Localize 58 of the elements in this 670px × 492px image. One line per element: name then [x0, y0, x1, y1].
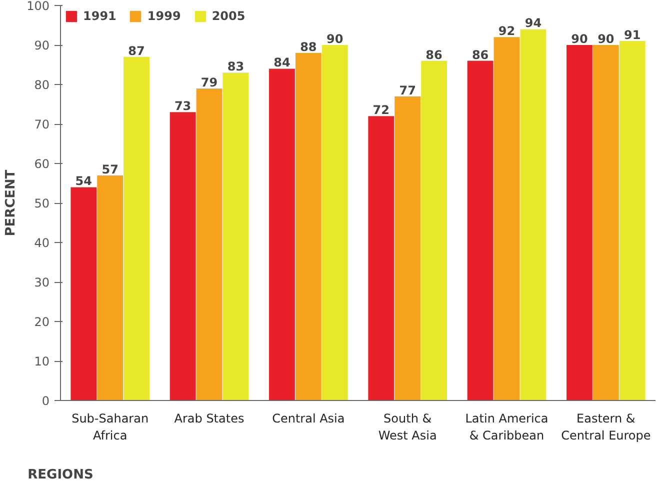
data-label: 87: [128, 44, 145, 58]
y-tick-label: 0: [42, 394, 50, 408]
bar: [97, 175, 124, 400]
bar: [124, 56, 150, 400]
y-tick-label: 80: [34, 78, 50, 92]
y-tick-label: 20: [34, 315, 50, 329]
data-label: 83: [227, 60, 244, 74]
x-axis-title: REGIONS: [28, 467, 94, 482]
x-tick-label: Eastern & Central Europe: [561, 412, 651, 442]
y-tick-label: 50: [34, 196, 50, 210]
y-tick-label: 70: [34, 118, 50, 132]
legend-label: 1991: [83, 9, 116, 23]
y-tick-label: 90: [34, 38, 50, 52]
bar: [70, 187, 97, 400]
data-label: 90: [571, 32, 588, 46]
bar: [269, 68, 295, 400]
bar: [394, 96, 421, 400]
bar: [368, 116, 394, 400]
y-axis-title: PERCENT: [4, 170, 19, 236]
bar: [494, 37, 520, 400]
x-tick-label: Sub-Saharan Africa: [72, 412, 149, 442]
data-label: 92: [498, 24, 516, 38]
bar: [170, 112, 196, 400]
x-tick-label: Arab States: [174, 412, 244, 426]
data-label: 94: [524, 16, 542, 30]
x-tick-label: Latin America & Caribbean: [465, 412, 548, 442]
data-label: 86: [426, 48, 442, 62]
data-label: 90: [326, 32, 344, 46]
data-label: 73: [174, 99, 192, 114]
legend-label: 1999: [147, 9, 181, 23]
bar: [520, 29, 546, 400]
bar: [322, 45, 348, 400]
y-tick-label: 40: [34, 236, 50, 250]
data-label: 90: [598, 32, 614, 46]
bar: [421, 60, 447, 400]
data-label: 79: [200, 75, 218, 90]
data-label: 77: [399, 83, 416, 98]
data-label: 88: [300, 40, 317, 54]
y-tick-label: 30: [34, 276, 50, 290]
bar: [295, 52, 322, 400]
legend-label: 2005: [212, 9, 246, 23]
data-label: 86: [472, 48, 489, 62]
data-label: 84: [274, 56, 290, 70]
y-tick-label: 10: [34, 354, 50, 368]
bar: [566, 45, 592, 400]
data-label: 57: [102, 162, 118, 176]
x-tick-label: South & West Asia: [378, 412, 437, 442]
data-label: 72: [372, 103, 390, 118]
bar: [196, 88, 222, 400]
y-tick-label: 60: [34, 157, 50, 171]
bar: [619, 41, 646, 400]
bar: [467, 60, 494, 400]
bar: [222, 72, 249, 400]
bar: [592, 45, 619, 400]
data-label: 91: [624, 28, 641, 42]
x-tick-label: Central Asia: [272, 412, 345, 426]
data-label: 54: [75, 174, 92, 188]
y-tick-label: 100: [26, 0, 50, 13]
